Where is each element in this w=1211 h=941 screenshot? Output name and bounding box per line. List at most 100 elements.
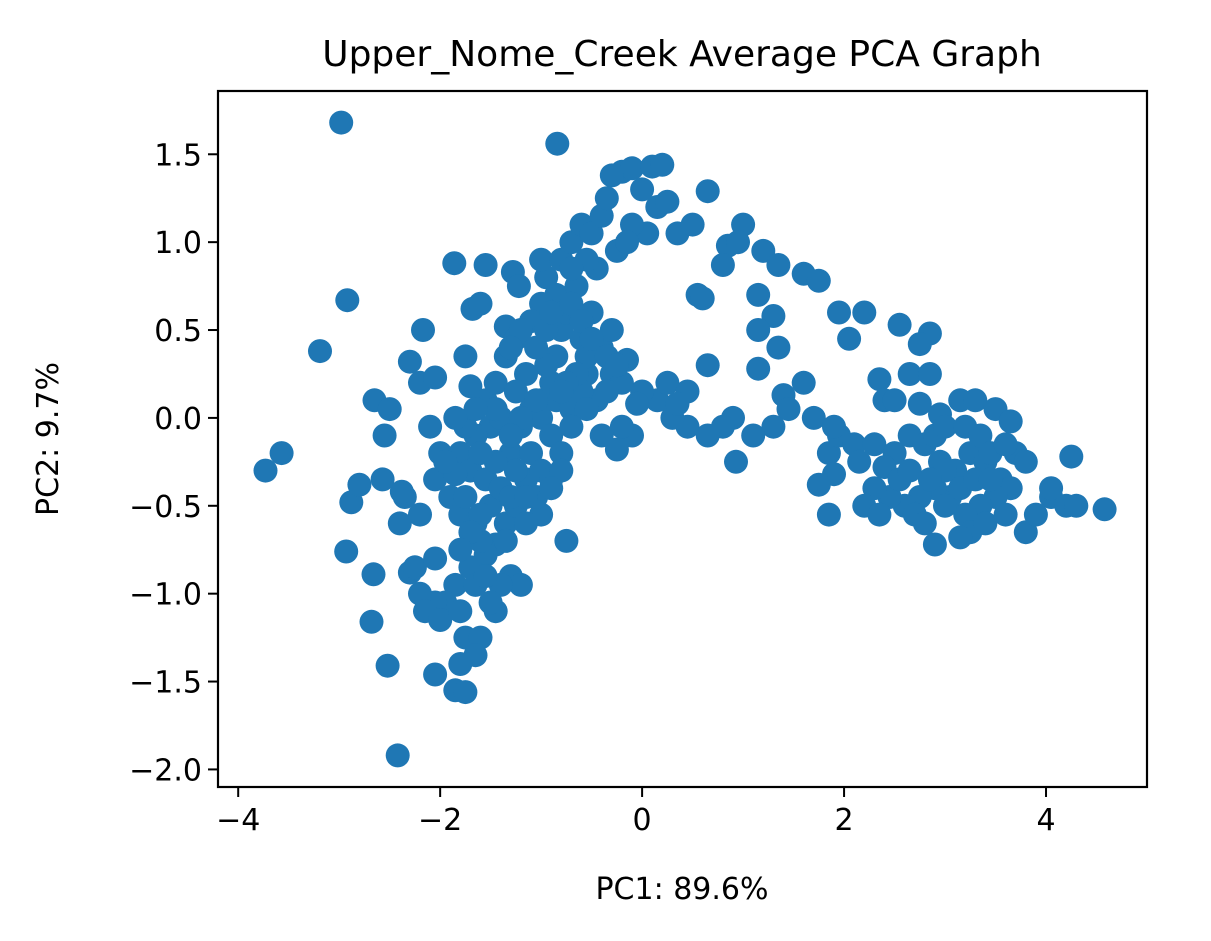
data-point [609,414,634,439]
data-point [806,472,831,497]
data-point [816,441,841,466]
data-point [604,353,629,378]
data-points [253,110,1117,768]
data-point [1092,497,1117,522]
data-point [559,256,584,281]
data-point [559,291,584,316]
data-point [549,379,574,404]
data-point [594,379,619,404]
data-point [862,432,887,457]
data-point [443,572,468,597]
data-point [746,282,771,307]
y-tick-label: 0.5 [154,314,202,349]
data-point [411,318,435,342]
data-point [253,458,278,483]
data-point [508,572,533,597]
data-point [766,253,791,277]
data-point [665,391,690,416]
data-point [695,423,720,448]
data-point [514,511,538,536]
data-point [948,525,973,550]
y-axis: −2.0 −1.5 −1.0 −0.5 0.0 0.5 1.0 1.5 [129,138,218,788]
y-tick-label: 1.5 [154,138,202,173]
data-point [534,353,559,378]
data-point [751,238,776,263]
x-tick-label: 4 [1036,803,1055,838]
data-point [822,414,846,439]
y-tick-label: −1.0 [129,578,202,613]
y-tick-label: −0.5 [129,490,202,525]
data-point [372,423,397,448]
chart-title: Upper_Nome_Creek Average PCA Graph [322,34,1042,75]
data-point [1023,502,1048,527]
data-point [579,221,604,246]
data-point [1064,493,1089,518]
data-point [493,528,518,553]
data-point [269,441,294,466]
data-point [335,288,360,313]
data-point [655,189,680,214]
data-point [741,423,766,448]
data-point [361,562,386,587]
data-point [539,300,564,325]
data-point [847,449,872,474]
data-point [387,511,412,536]
data-point [506,274,531,299]
data-point [308,339,332,364]
y-tick-label: 1.0 [154,226,202,261]
data-point [695,179,720,204]
data-point [463,397,488,422]
data-point [897,458,922,483]
data-point [912,511,937,536]
data-point [806,268,831,293]
data-point [468,502,493,527]
data-point [418,414,443,439]
plot-frame [216,89,1149,789]
y-axis-label: PC2: 9.7% [31,362,66,516]
data-point [746,356,771,381]
data-point [655,370,680,395]
data-point [594,186,619,211]
data-point [468,441,493,466]
y-tick-label: −1.5 [129,666,202,701]
data-point [448,652,473,676]
data-point [493,511,518,536]
data-point [827,300,851,325]
data-point [498,335,523,360]
data-point [816,502,841,527]
data-point [599,163,624,188]
data-point [329,110,354,135]
data-point [993,502,1018,527]
data-point [453,344,478,369]
x-tick-label: 2 [835,803,854,838]
data-point [473,564,498,589]
data-point [468,291,493,316]
data-point [837,326,862,351]
data-point [402,555,427,580]
data-point [423,662,448,687]
x-axis: −4 −2 0 2 4 [216,787,1056,838]
data-point [650,152,675,177]
x-tick-label: −4 [216,803,260,838]
data-point [559,230,584,255]
data-point [389,479,414,504]
data-point [897,362,922,386]
data-point [408,502,432,527]
data-point [524,388,549,413]
data-point [539,476,564,501]
data-point [922,532,947,557]
data-point [375,653,400,678]
data-point [746,318,771,342]
data-point [498,423,523,448]
data-point [574,397,599,422]
data-point [907,332,932,357]
data-point [428,608,453,632]
data-point [443,405,468,430]
data-point [887,312,912,337]
data-point [973,511,998,536]
data-point [917,362,942,386]
data-point [554,528,579,553]
data-point [370,467,395,492]
data-point [529,247,554,272]
data-point [978,467,1003,492]
